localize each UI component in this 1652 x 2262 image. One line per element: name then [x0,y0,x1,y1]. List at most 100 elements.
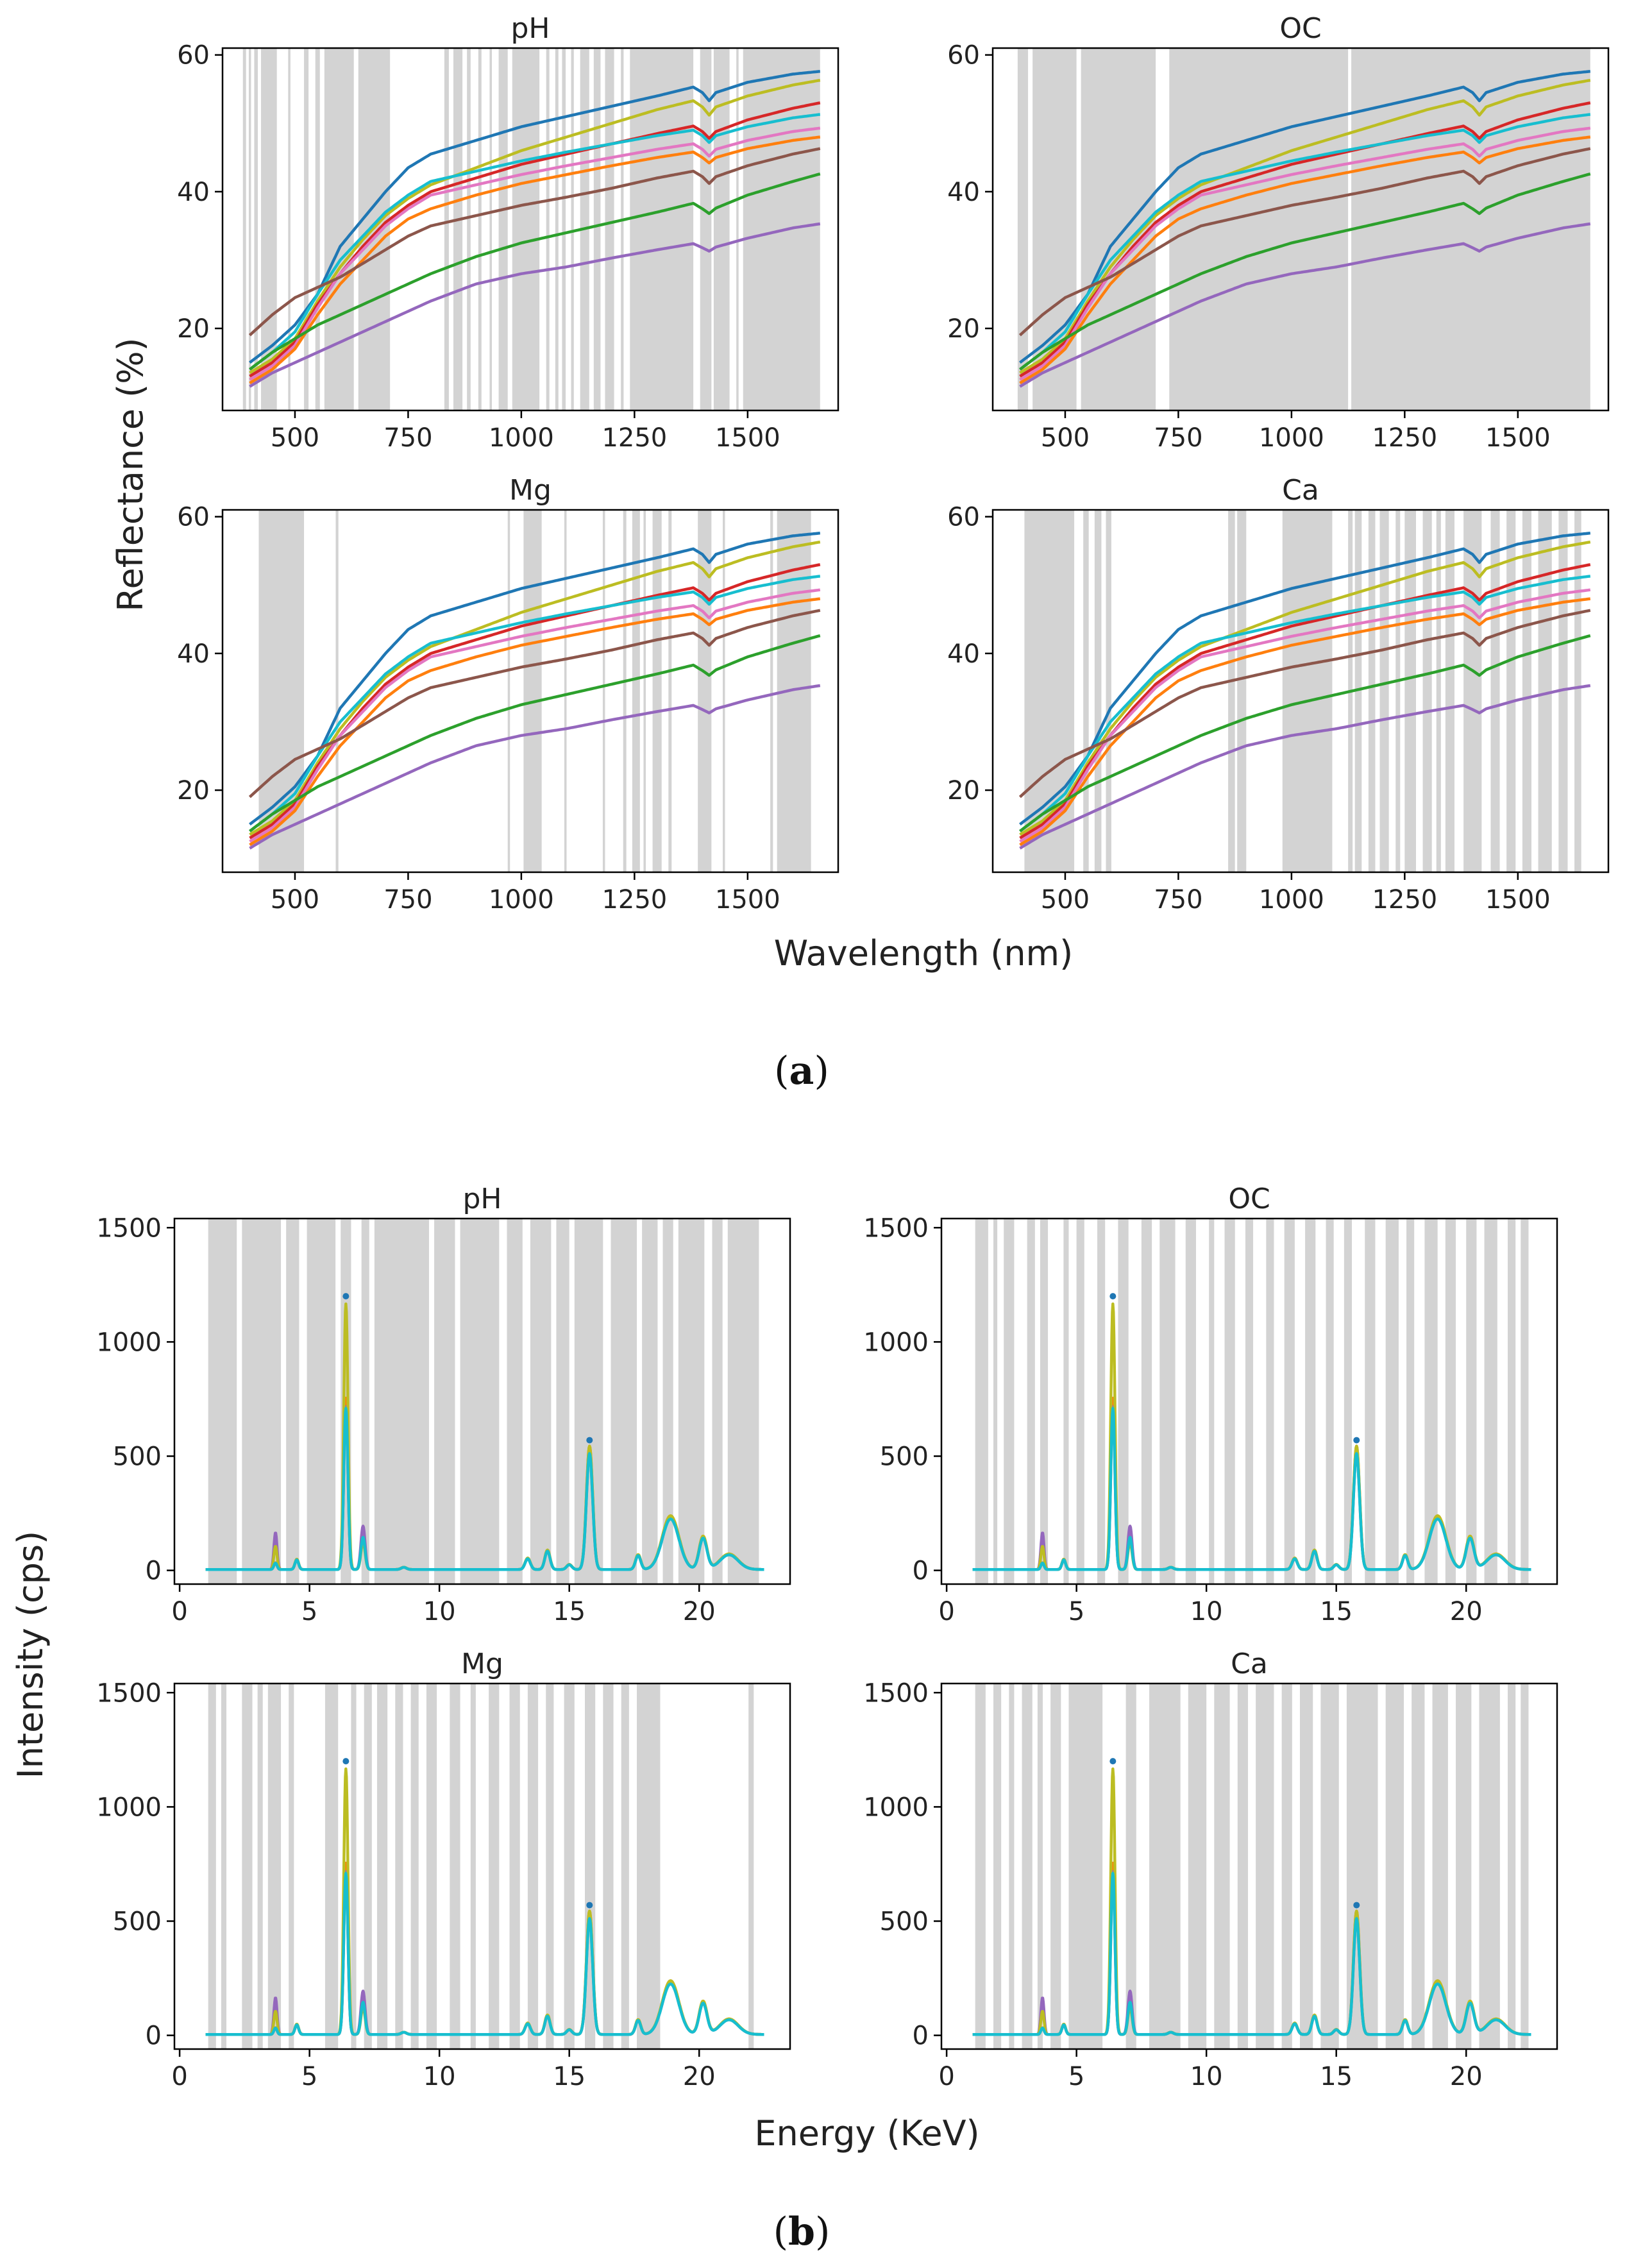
peak-marker [1353,1437,1360,1444]
selected-band [221,1684,227,2049]
y-tick-label: 1500 [863,1678,929,1708]
y-tick-label: 1500 [96,1678,162,1708]
selected-band [1404,510,1416,872]
selected-band [1141,1219,1152,1584]
x-tick-label: 20 [683,1597,716,1626]
selected-band [1027,1219,1035,1584]
selected-band [1185,1219,1196,1584]
series-line-s7 [1018,147,1591,337]
x-tick-label: 15 [553,1597,586,1626]
selected-band [611,1219,637,1584]
selected-band [426,1684,437,2049]
selected-band [1424,1219,1438,1584]
y-tick-label: 60 [177,503,210,532]
series-line-s6 [1019,135,1591,385]
selected-band [453,48,463,410]
selected-band [623,510,627,872]
chart-title: OC [1228,1183,1270,1215]
selected-band [1385,1684,1404,2049]
selected-band [652,510,662,872]
selected-band [637,1684,661,2049]
y-tick-label: 60 [177,41,210,71]
selected-band [723,510,725,872]
series-line-s8 [249,634,821,832]
selected-band [1004,1219,1015,1584]
selected-band [450,1684,460,2049]
x-tick-label: 750 [1154,423,1202,453]
y-tick-label: 0 [913,1557,929,1586]
shaded-bands [975,1684,1529,2049]
selected-band [527,1684,539,2049]
x-tick-label: 10 [1190,2062,1223,2091]
series-line-s4 [249,113,821,371]
series-line-s9 [1019,222,1591,388]
y-axis-label-intensity: Intensity (cps) [10,1531,51,1778]
selected-band [410,1684,419,2049]
selected-band [1228,510,1235,872]
series-line-x4 [205,1406,765,1571]
series-line-s8 [1019,634,1591,832]
series-line-x4 [205,1871,765,2036]
series-line-x4 [972,1871,1532,2036]
selected-band [1521,1684,1529,2049]
series-line-s2 [249,540,821,836]
x-tick-label: 1500 [715,885,780,915]
selected-band [257,1684,263,2049]
selected-band [603,1684,614,2049]
selected-band [248,48,251,410]
selected-band [593,48,601,410]
x-tick-label: 15 [553,2062,586,2091]
x-tick-label: 750 [384,423,432,453]
x-axis-label-energy: Energy (KeV) [754,2113,979,2154]
selected-band [460,1219,500,1584]
selected-band [1188,1684,1207,2049]
series-line-s1 [1019,531,1591,826]
chart-a-oc: 500 750 1000 1250 1500 20 40 60 OC [947,12,1610,453]
series-line-s9 [1019,684,1591,850]
y-tick-label: 60 [947,503,980,532]
chart-title: pH [510,12,550,45]
shaded-bands [208,1684,754,2049]
selected-band [1445,1219,1456,1584]
selected-band [1305,1219,1316,1584]
chart-title: Ca [1231,1648,1268,1680]
chart-title: Mg [461,1648,503,1680]
selected-band [993,1684,1002,2049]
selected-band [1522,510,1531,872]
y-tick-label: 1500 [96,1213,162,1243]
y-tick-label: 1000 [863,1793,929,1822]
selected-band [1097,1219,1106,1584]
series-line-s9 [249,684,821,850]
selected-band [395,1684,403,2049]
x-tick-label: 5 [301,1597,317,1626]
shaded-bands [208,1219,759,1584]
selected-band [1456,1684,1472,2049]
axes-frame [940,1217,1558,1585]
selected-band [562,48,566,410]
selected-band [1299,1684,1313,2049]
selected-band [642,1219,658,1584]
selected-band [1040,1219,1049,1584]
series-line-s2 [249,78,821,375]
axes-frame [940,1682,1558,2050]
selected-band [736,48,739,410]
x-tick-label: 10 [423,1597,456,1626]
y-tick-label: 20 [177,314,210,344]
series-group [1018,69,1591,388]
x-tick-label: 1250 [602,423,667,453]
y-tick-label: 40 [947,178,980,207]
selected-band [507,510,510,872]
selected-band [1479,1684,1500,2049]
selected-band [1351,48,1590,410]
selected-band [1159,1219,1176,1584]
caption-a: (a) [774,1049,829,1093]
y-tick-label: 500 [113,1907,162,1937]
selected-band [1245,1219,1254,1584]
series-line-s7 [248,609,821,798]
selected-band [1445,510,1454,872]
chart-b-oc: 0 5 10 15 20 0 500 1000 1500 OC [863,1183,1558,1626]
selected-band [1214,1684,1230,2049]
selected-band [564,510,567,872]
